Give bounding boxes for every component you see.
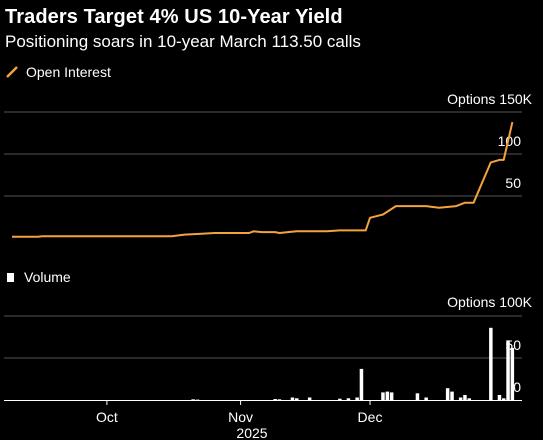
volume-bar: [273, 399, 277, 400]
open-interest-legend: Open Interest: [6, 64, 111, 80]
volume-bar: [463, 395, 467, 400]
volume-bar: [506, 340, 510, 400]
volume-bar: [389, 392, 394, 400]
volume-bar: [359, 368, 364, 400]
volume-legend: Volume: [6, 269, 71, 285]
volume-bar: [424, 397, 428, 400]
volume-bars: [191, 327, 515, 401]
volume-bar: [290, 397, 295, 400]
volume-bar: [307, 397, 312, 400]
volume-axis-title: Options 100K: [447, 294, 532, 310]
volume-bar: [346, 398, 351, 400]
chart-subtitle: Positioning soars in 10-year March 113.5…: [5, 32, 361, 51]
volume-bar: [415, 393, 420, 400]
x-tick-label: Dec: [358, 409, 383, 425]
open-interest-axis-title: Options 150K: [447, 91, 532, 107]
volume-bar: [502, 398, 506, 400]
x-axis: Oct Nov Dec 2025: [96, 400, 382, 440]
volume-y-tick: 0: [513, 379, 521, 395]
open-interest-line: [12, 121, 514, 238]
volume-gridlines: [4, 315, 522, 359]
open-interest-legend-label: Open Interest: [26, 64, 111, 80]
bar-swatch-icon: [7, 273, 14, 282]
volume-bar: [355, 397, 359, 400]
open-interest-y-tick: 100: [498, 133, 522, 149]
line-swatch-icon: [6, 66, 18, 78]
volume-bar: [467, 398, 471, 400]
open-interest-gridlines: [4, 111, 522, 197]
volume-bar: [277, 399, 282, 401]
x-tick-label: Nov: [228, 409, 253, 425]
x-year-label: 2025: [236, 425, 267, 440]
volume-bar: [510, 347, 515, 400]
volume-bar: [445, 388, 450, 400]
open-interest-y-tick: 50: [505, 175, 521, 191]
volume-bar: [191, 399, 195, 401]
volume-legend-label: Volume: [24, 269, 71, 285]
x-tick-label: Oct: [96, 409, 118, 425]
chart-title: Traders Target 4% US 10-Year Yield: [5, 6, 343, 28]
volume-bar: [385, 391, 390, 400]
volume-bar: [458, 397, 463, 400]
volume-bar: [489, 327, 493, 400]
volume-bar: [497, 395, 502, 400]
volume-bar: [338, 398, 342, 400]
volume-bar: [295, 398, 299, 400]
volume-bar: [450, 391, 454, 400]
open-interest-axis-labels: Options 150K 100 50: [447, 91, 532, 191]
volume-bar: [381, 392, 385, 400]
